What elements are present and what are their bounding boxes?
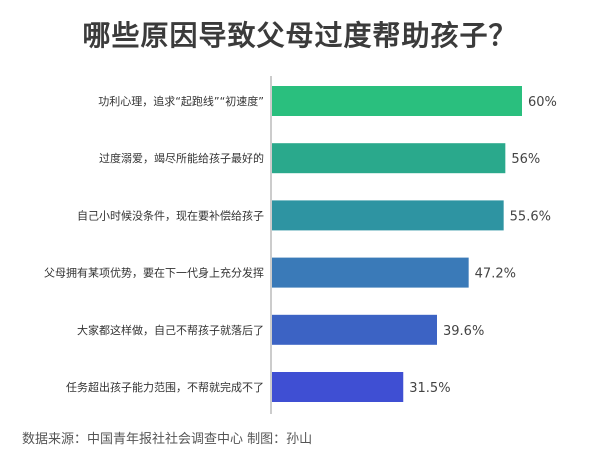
bar — [272, 314, 437, 345]
value-label: 55.6% — [510, 209, 551, 224]
bar — [272, 86, 522, 116]
bar — [272, 257, 469, 288]
category-label: 父母拥有某项优势，要在下一代身上充分发挥 — [44, 266, 264, 280]
category-label: 过度溺爱，竭尽所能给孩子最好的 — [99, 151, 264, 165]
chart-title: 哪些原因导致父母过度帮助孩子？ — [82, 19, 518, 52]
category-label: 功利心理，追求“起跑线”“初速度” — [98, 94, 264, 108]
category-label: 任务超出孩子能力范围，不帮就完成不了 — [66, 380, 264, 394]
category-label: 大家都这样做，自己不帮孩子就落后了 — [77, 323, 264, 337]
bar — [272, 372, 404, 402]
category-label: 自己小时候没条件，现在要补偿给孩子 — [77, 208, 264, 222]
value-label: 31.5% — [409, 381, 450, 396]
value-label: 60% — [528, 95, 557, 110]
bar — [272, 143, 506, 174]
source-note: 数据来源：中国青年报社社会调查中心 制图：孙山 — [22, 432, 313, 447]
value-label: 39.6% — [443, 324, 484, 339]
value-label: 47.2% — [475, 267, 516, 282]
value-label: 56% — [511, 152, 540, 167]
bar — [272, 200, 504, 231]
